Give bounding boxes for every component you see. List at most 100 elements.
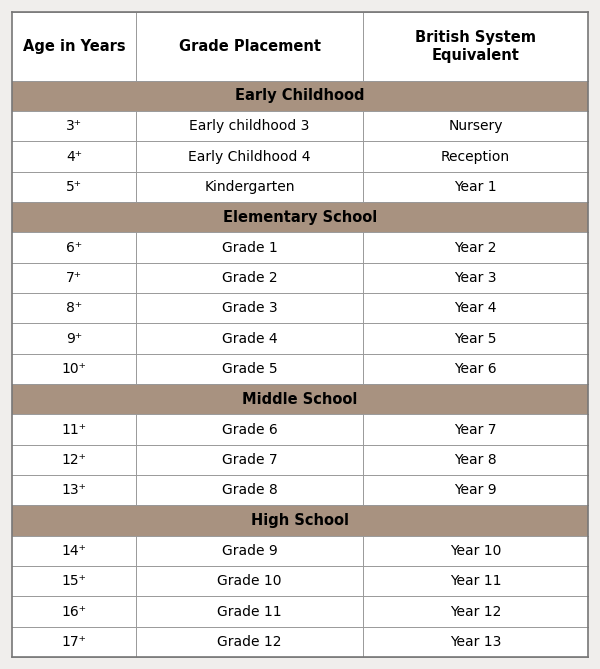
Text: 13⁺: 13⁺ xyxy=(61,483,86,497)
Text: 3⁺: 3⁺ xyxy=(66,119,82,133)
Text: Grade 5: Grade 5 xyxy=(222,362,277,376)
Text: Year 13: Year 13 xyxy=(450,635,502,649)
Bar xyxy=(136,232,364,263)
Bar xyxy=(12,354,136,384)
Text: Grade 12: Grade 12 xyxy=(217,635,282,649)
Bar xyxy=(364,414,588,445)
Bar xyxy=(12,414,136,445)
Bar xyxy=(136,323,364,354)
Text: Year 4: Year 4 xyxy=(454,301,497,315)
Text: Grade 11: Grade 11 xyxy=(217,605,282,619)
Text: Early Childhood: Early Childhood xyxy=(235,88,365,104)
Text: Year 1: Year 1 xyxy=(454,180,497,194)
Bar xyxy=(364,536,588,566)
Bar xyxy=(364,172,588,202)
Text: 16⁺: 16⁺ xyxy=(61,605,86,619)
Text: 6⁺: 6⁺ xyxy=(66,241,82,255)
Text: Year 6: Year 6 xyxy=(454,362,497,376)
Text: Year 12: Year 12 xyxy=(450,605,502,619)
Bar xyxy=(136,12,364,81)
Text: Grade 7: Grade 7 xyxy=(222,453,277,467)
Text: 10⁺: 10⁺ xyxy=(61,362,86,376)
Text: Reception: Reception xyxy=(441,150,510,163)
Bar xyxy=(136,293,364,323)
Text: Year 2: Year 2 xyxy=(454,241,497,255)
Bar xyxy=(364,354,588,384)
Bar xyxy=(12,627,136,657)
Bar xyxy=(136,111,364,141)
Text: Grade 9: Grade 9 xyxy=(222,544,277,558)
Bar xyxy=(364,293,588,323)
Bar xyxy=(12,445,136,475)
Bar xyxy=(12,141,136,172)
Bar xyxy=(12,323,136,354)
Text: Middle School: Middle School xyxy=(242,392,358,407)
Bar xyxy=(136,566,364,596)
Text: 11⁺: 11⁺ xyxy=(61,423,86,437)
Bar xyxy=(136,414,364,445)
Bar xyxy=(136,263,364,293)
Bar xyxy=(12,81,588,111)
Bar xyxy=(12,384,588,414)
Text: Year 9: Year 9 xyxy=(454,483,497,497)
Bar xyxy=(12,172,136,202)
Bar xyxy=(364,627,588,657)
Bar xyxy=(136,536,364,566)
Text: 12⁺: 12⁺ xyxy=(61,453,86,467)
Text: Year 5: Year 5 xyxy=(454,332,497,346)
Text: British System
Equivalent: British System Equivalent xyxy=(415,30,536,63)
Bar xyxy=(136,596,364,627)
Text: Grade 2: Grade 2 xyxy=(222,271,277,285)
Text: Grade 3: Grade 3 xyxy=(222,301,277,315)
Text: 14⁺: 14⁺ xyxy=(61,544,86,558)
Text: Nursery: Nursery xyxy=(448,119,503,133)
Bar xyxy=(12,566,136,596)
Text: 4⁺: 4⁺ xyxy=(66,150,82,163)
Text: Elementary School: Elementary School xyxy=(223,209,377,225)
Text: Grade 10: Grade 10 xyxy=(217,574,282,588)
Bar xyxy=(364,111,588,141)
Bar xyxy=(12,293,136,323)
Text: Grade 1: Grade 1 xyxy=(222,241,277,255)
Bar xyxy=(364,475,588,505)
Bar xyxy=(364,12,588,81)
Bar xyxy=(136,141,364,172)
Text: Grade 6: Grade 6 xyxy=(222,423,277,437)
Bar xyxy=(12,111,136,141)
Bar xyxy=(12,505,588,536)
Bar xyxy=(12,12,136,81)
Bar xyxy=(364,263,588,293)
Text: 5⁺: 5⁺ xyxy=(66,180,82,194)
Text: Year 8: Year 8 xyxy=(454,453,497,467)
Text: Year 7: Year 7 xyxy=(454,423,497,437)
Text: Kindergarten: Kindergarten xyxy=(205,180,295,194)
Text: 17⁺: 17⁺ xyxy=(61,635,86,649)
Bar xyxy=(136,172,364,202)
Bar xyxy=(12,475,136,505)
Text: Year 10: Year 10 xyxy=(450,544,502,558)
Text: Grade 4: Grade 4 xyxy=(222,332,277,346)
Bar xyxy=(136,354,364,384)
Text: Grade Placement: Grade Placement xyxy=(179,39,320,54)
Bar xyxy=(12,202,588,232)
Text: Early childhood 3: Early childhood 3 xyxy=(190,119,310,133)
Text: 8⁺: 8⁺ xyxy=(66,301,82,315)
Bar xyxy=(136,475,364,505)
Text: 15⁺: 15⁺ xyxy=(61,574,86,588)
Bar xyxy=(364,323,588,354)
Bar xyxy=(364,232,588,263)
Text: 7⁺: 7⁺ xyxy=(66,271,82,285)
Bar xyxy=(364,566,588,596)
Bar xyxy=(364,596,588,627)
Text: Grade 8: Grade 8 xyxy=(222,483,277,497)
Bar xyxy=(136,627,364,657)
Bar xyxy=(12,263,136,293)
Bar xyxy=(12,536,136,566)
Bar xyxy=(12,232,136,263)
Bar xyxy=(364,445,588,475)
Text: Year 3: Year 3 xyxy=(454,271,497,285)
Bar xyxy=(12,596,136,627)
Text: Early Childhood 4: Early Childhood 4 xyxy=(188,150,311,163)
Text: Age in Years: Age in Years xyxy=(23,39,125,54)
Text: High School: High School xyxy=(251,513,349,528)
